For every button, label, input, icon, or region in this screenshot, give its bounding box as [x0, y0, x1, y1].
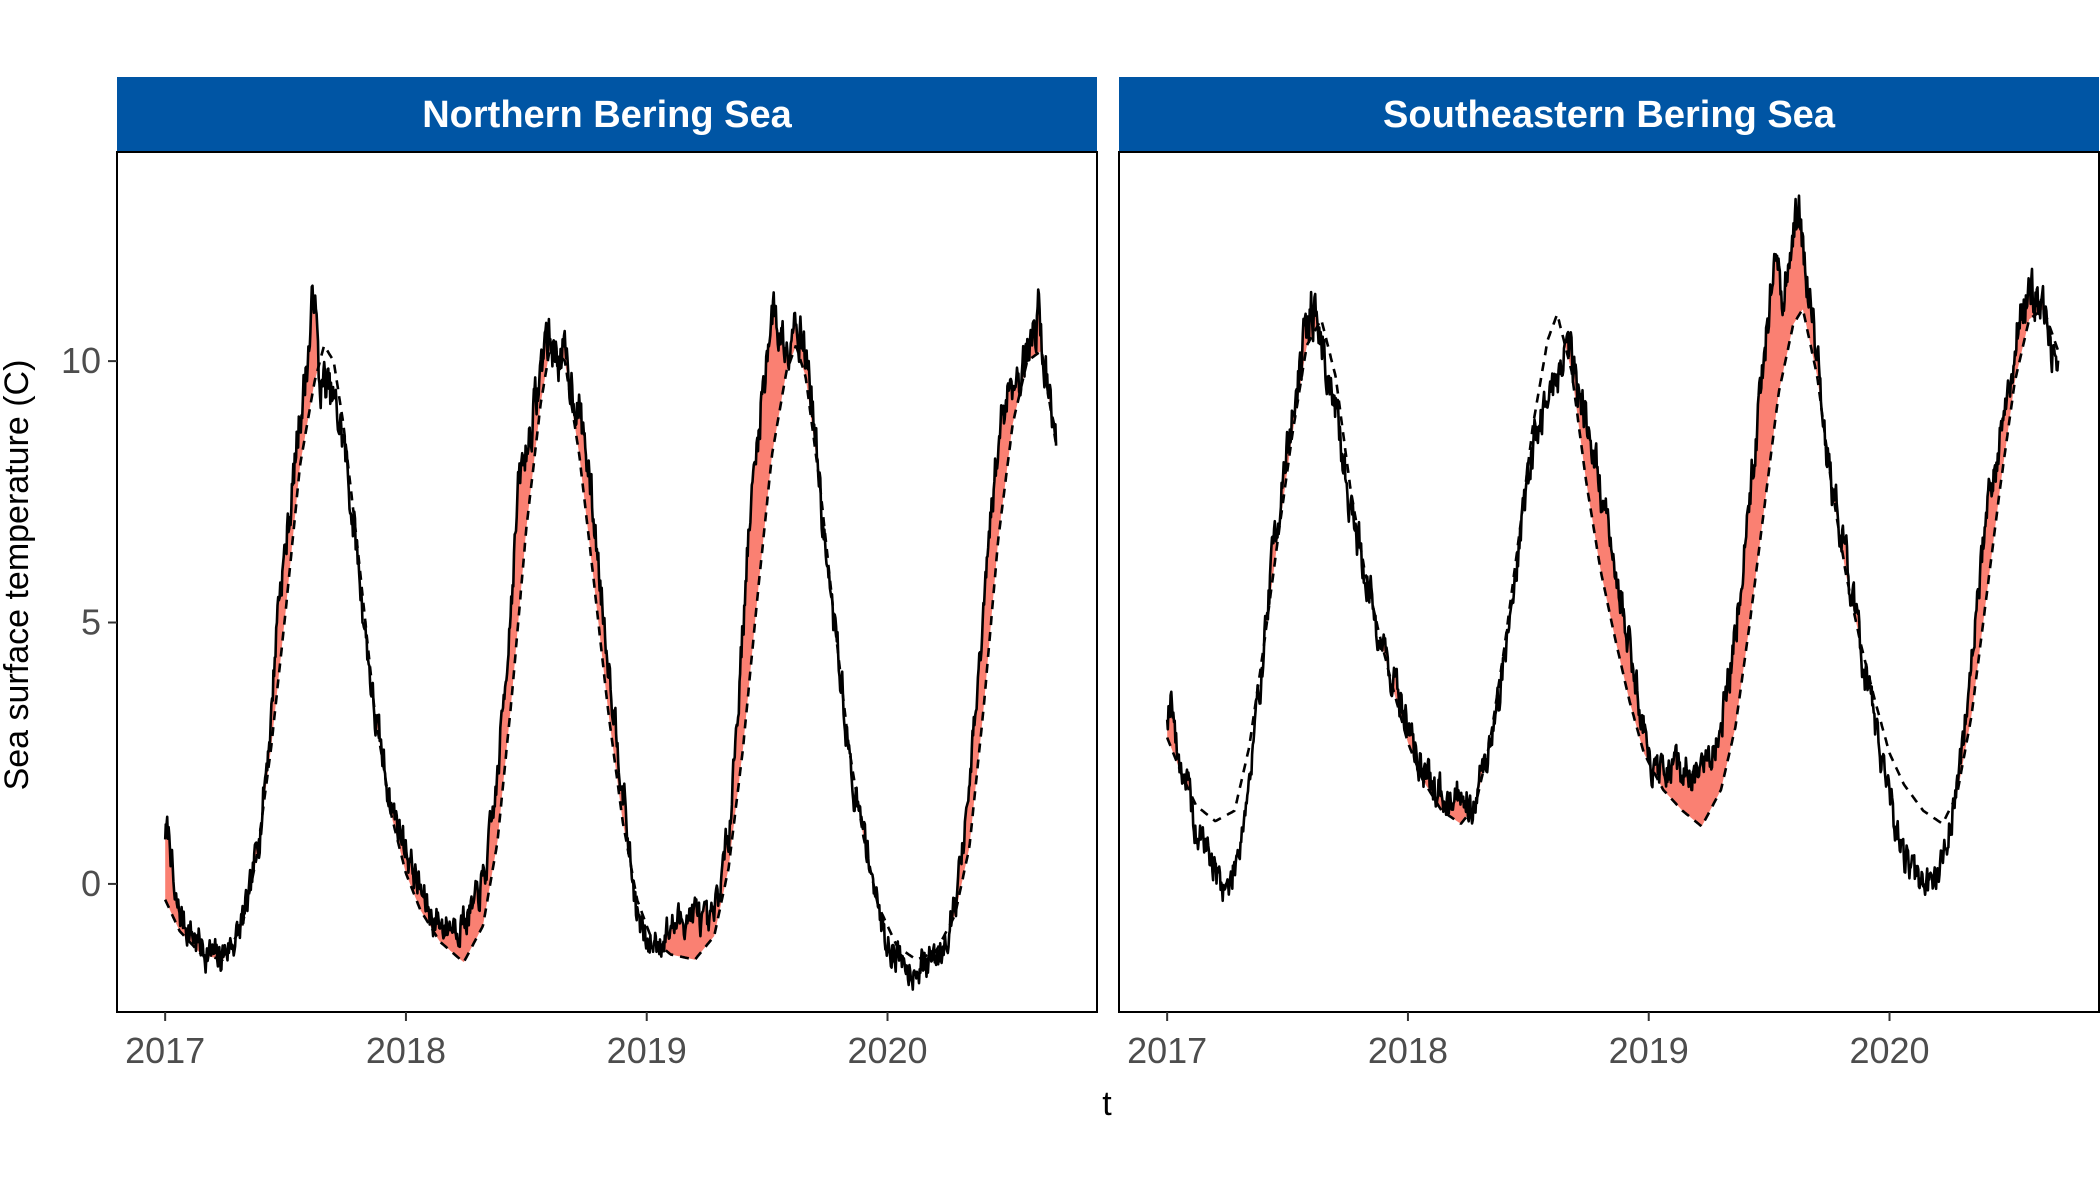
climatology-line	[163, 342, 1058, 964]
x-tick-label: 2018	[1368, 1030, 1448, 1071]
x-tick-label: 2019	[607, 1030, 687, 1071]
observed-line	[163, 284, 1058, 991]
x-tick-label: 2017	[1127, 1030, 1207, 1071]
panel-strip	[1119, 77, 2099, 152]
x-tick-label: 2019	[1609, 1030, 1689, 1071]
panel-border	[116, 151, 1098, 1013]
climatology-line	[1165, 307, 2060, 829]
y-tick-label: 0	[81, 863, 101, 904]
panel-2: Southeastern Bering Sea 2017 2018 2019 2020	[1118, 77, 2100, 1071]
panel-title: Northern Bering Sea	[422, 94, 792, 136]
anomaly-fill	[1446, 781, 1468, 824]
anomaly-fill	[1956, 268, 2035, 796]
anomaly-fill	[1659, 195, 1821, 827]
y-tick-label: 10	[61, 340, 101, 381]
panel-border	[1118, 151, 2100, 1013]
observed-line	[1165, 194, 2060, 903]
x-tick-label: 2017	[125, 1030, 205, 1071]
x-tick-label: 2018	[366, 1030, 446, 1071]
panel-strip	[117, 77, 1097, 152]
panel-title: Southeastern Bering Sea	[1383, 94, 1836, 136]
y-axis-title: Sea surface temperature (C)	[0, 360, 36, 791]
anomaly-fill	[664, 292, 789, 960]
y-tick-label: 5	[81, 602, 101, 643]
x-tick-label: 2020	[847, 1030, 927, 1071]
anomaly-fill	[1400, 693, 1414, 758]
anomaly-fill	[262, 285, 318, 814]
anomaly-fill	[1393, 667, 1399, 710]
x-axis-title: t	[1102, 1085, 1112, 1123]
x-tick-label: 2020	[1849, 1030, 1929, 1071]
panel-1: Northern Bering Sea 2017 2018 2019 2020 0 5 10	[61, 77, 1098, 1071]
anomaly-fill	[570, 373, 628, 849]
anomaly-fill	[165, 816, 186, 938]
panels-layer: Northern Bering Sea 2017 2018 2019 2020 0 5 10 S…	[61, 77, 2100, 1071]
